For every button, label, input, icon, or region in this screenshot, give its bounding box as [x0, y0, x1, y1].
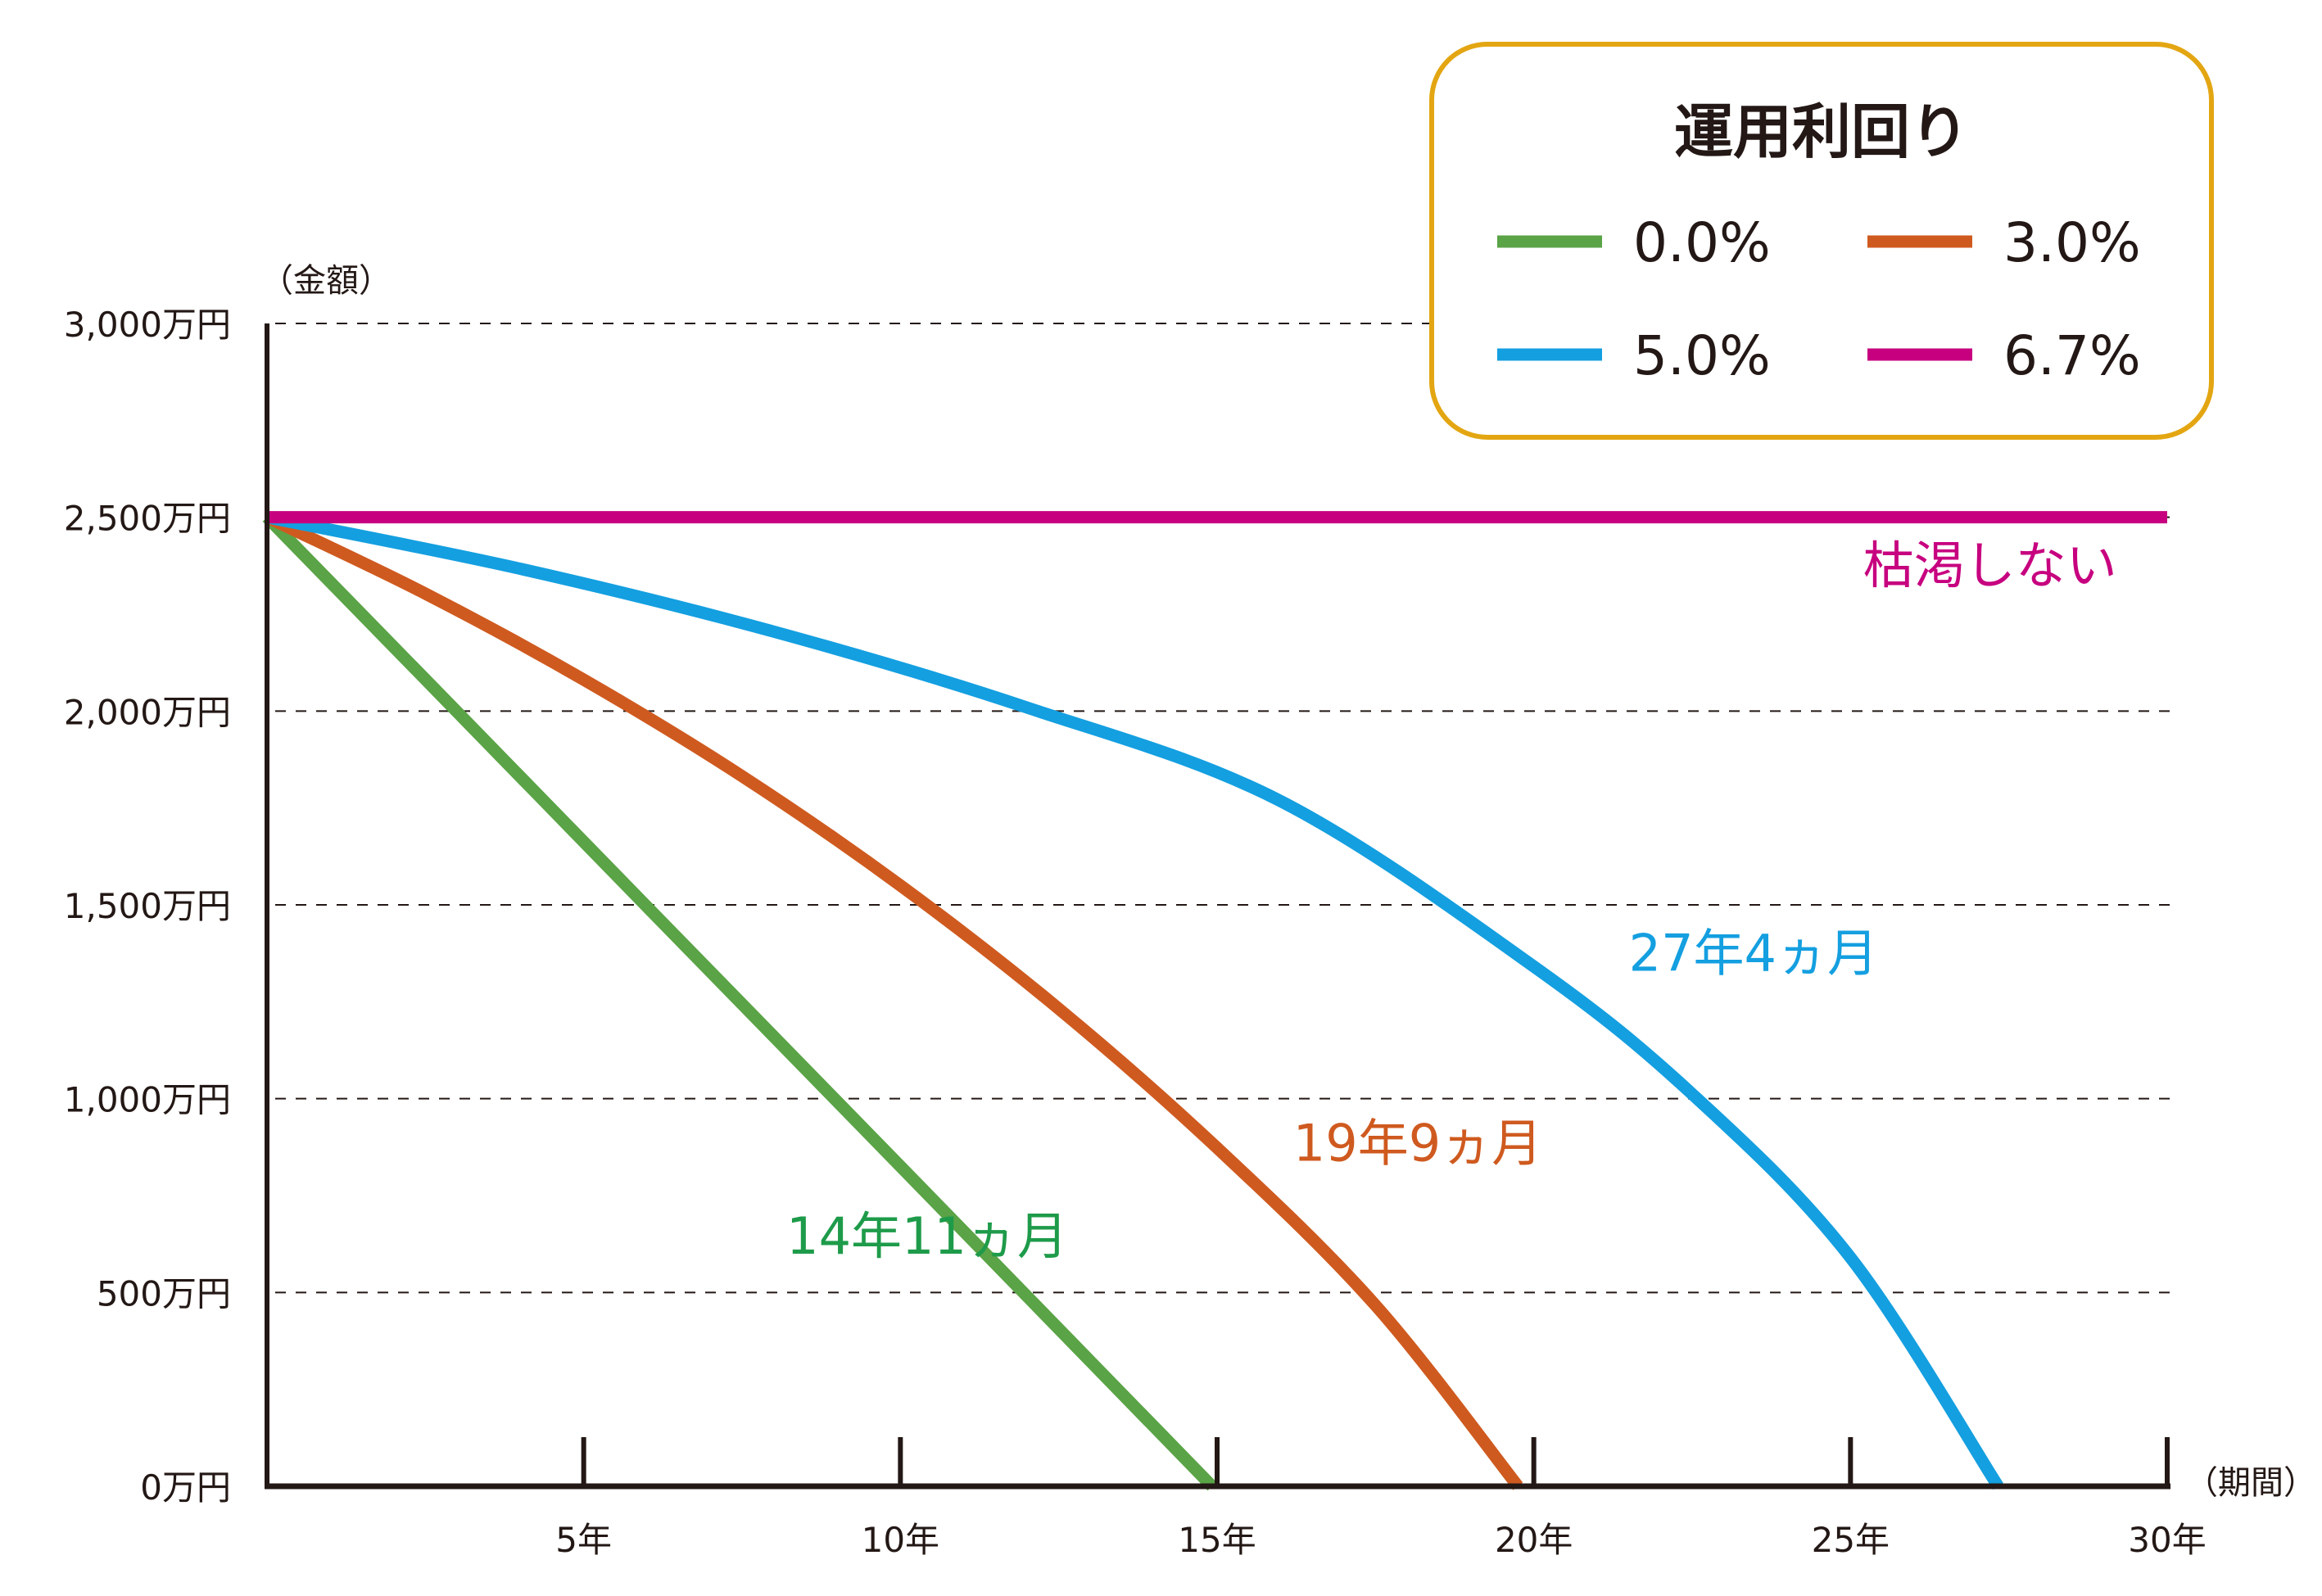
y-tick-label: 2,500万円	[64, 499, 231, 539]
y-tick-label: 1,000万円	[64, 1080, 231, 1120]
series-line-3.0%	[264, 511, 1523, 1490]
x-tick-label: 20年	[1495, 1520, 1573, 1560]
x-tick-label: 15年	[1178, 1520, 1256, 1560]
series-line-0.0%	[262, 513, 1217, 1491]
x-tick-label: 10年	[862, 1520, 939, 1560]
legend-label: 0.0%	[1633, 211, 1771, 274]
x-tick-labels: 5年 10年 15年 20年 25年 30年	[555, 1520, 2206, 1560]
x-tick-label: 5年	[555, 1520, 612, 1560]
legend-label: 5.0%	[1633, 324, 1771, 387]
line-annotation: 14年11ヵ月	[786, 1206, 1068, 1266]
legend-title: 運用利回り	[1674, 97, 1969, 166]
series-line-5.0%	[265, 511, 2003, 1490]
y-tick-label: 2,000万円	[64, 692, 231, 732]
y-tick-label: 1,500万円	[64, 886, 231, 926]
y-tick-label: 3,000万円	[64, 305, 231, 345]
y-axis-unit-label: （金額）	[260, 262, 392, 300]
legend-label: 6.7%	[2003, 324, 2141, 387]
legend: 運用利回り 0.0% 3.0% 5.0% 6.7%	[1429, 42, 2214, 440]
line-annotation: 枯渇しない	[1863, 536, 2117, 595]
x-axis-unit-label: （期間）	[2185, 1464, 2316, 1502]
y-tick-label: 500万円	[97, 1273, 231, 1313]
line-annotation: 19年9ヵ月	[1293, 1113, 1542, 1173]
line-annotation: 27年4ヵ月	[1629, 923, 1878, 983]
legend-box	[1429, 42, 2214, 440]
x-ticks	[581, 1437, 2170, 1486]
legend-items: 0.0% 3.0% 5.0% 6.7%	[1497, 211, 2141, 387]
y-tick-label: 0万円	[140, 1467, 231, 1508]
legend-label: 3.0%	[2003, 211, 2141, 274]
series-lines	[262, 511, 2167, 1491]
line-annotations: 14年11ヵ月 19年9ヵ月 27年4ヵ月 枯渇しない	[786, 536, 2117, 1266]
x-tick-label: 30年	[2128, 1520, 2206, 1560]
x-tick-label: 25年	[1812, 1520, 1890, 1560]
y-tick-labels: 0万円 500万円 1,000万円 1,500万円 2,000万円 2,500万円 3,00…	[64, 305, 231, 1508]
